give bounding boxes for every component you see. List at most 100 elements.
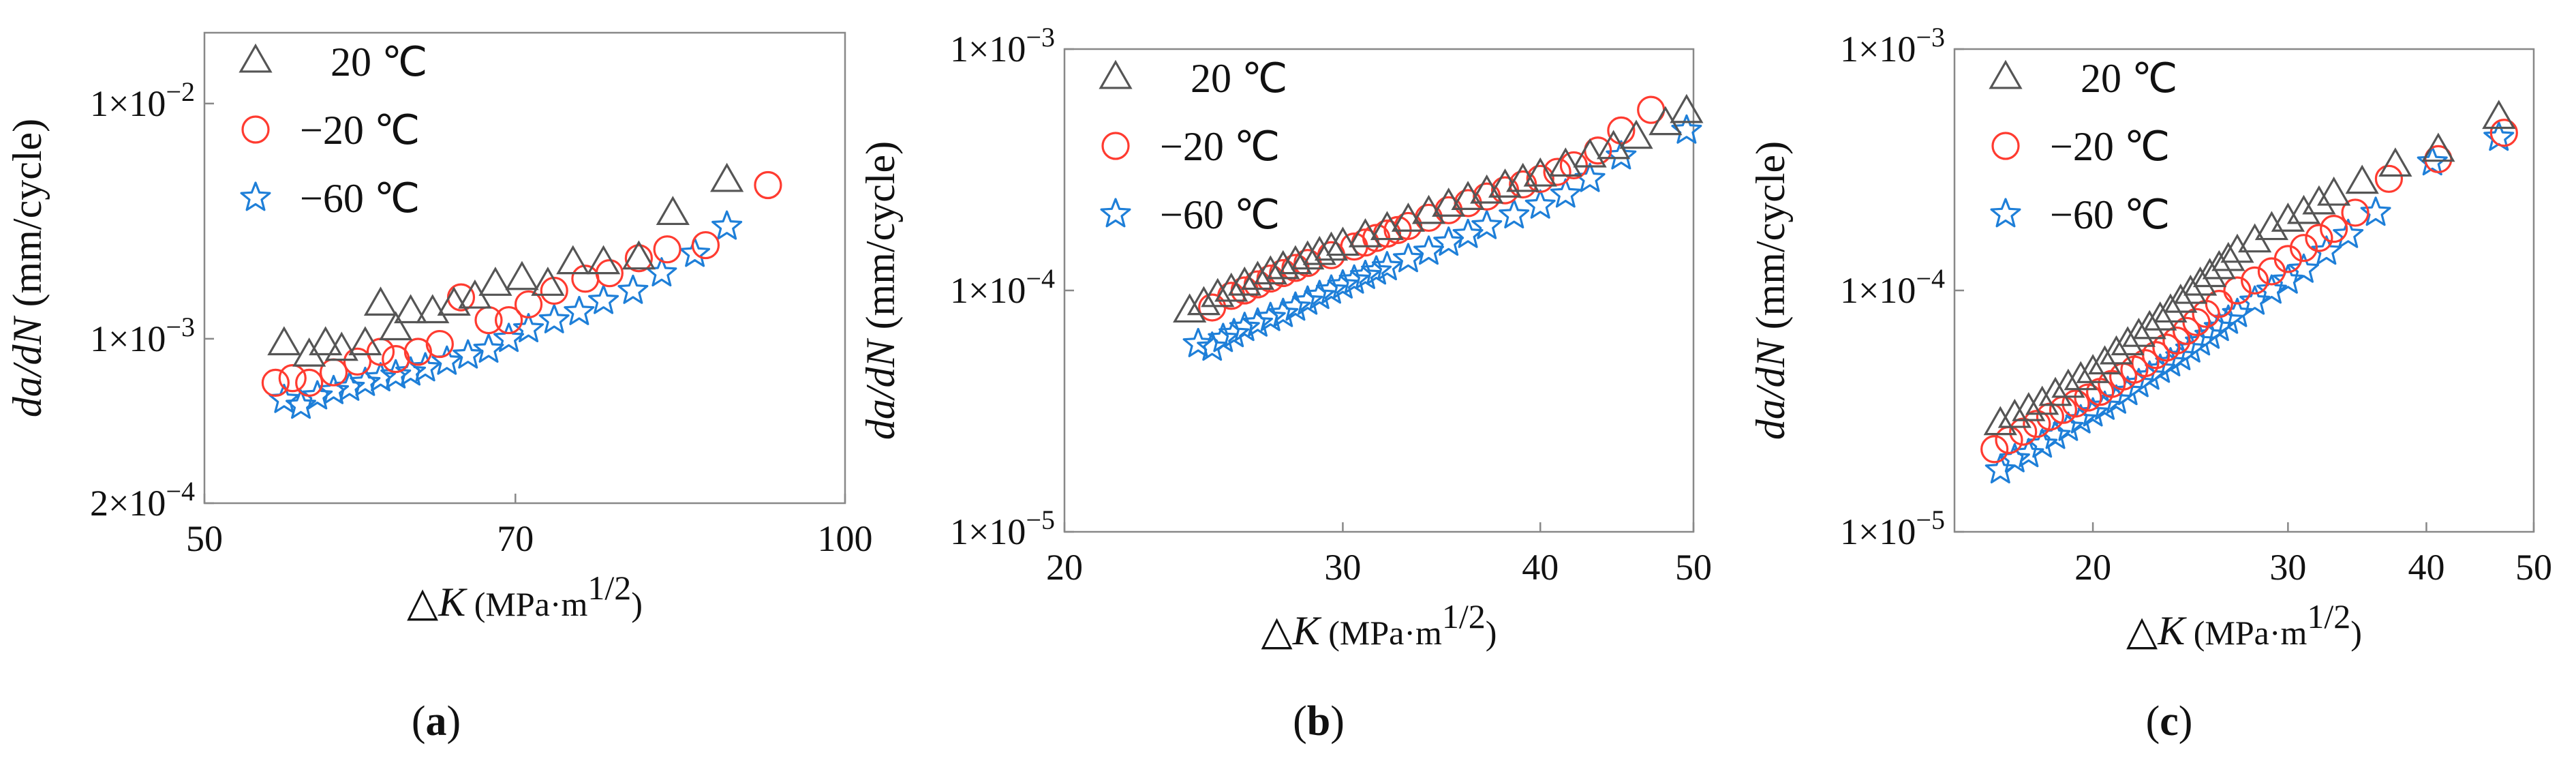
data-point [1983, 406, 2017, 436]
data-point [494, 305, 523, 335]
chart-panel-c: 20 30 40 50 1×10−5 1×10−4 1×10−3 △K (MPa·m1/2) d… [1748, 22, 2552, 653]
data-point [2172, 316, 2201, 345]
data-point [2223, 276, 2252, 305]
series-minus20C [261, 170, 782, 397]
data-point [2164, 283, 2198, 313]
data-point [1229, 312, 1260, 342]
data-point [2272, 264, 2303, 294]
data-point [2374, 164, 2404, 193]
data-point [382, 344, 410, 374]
data-point [2053, 411, 2084, 441]
data-point [2027, 428, 2058, 458]
data-point [453, 339, 484, 369]
data-point [2134, 360, 2165, 390]
data-point [556, 245, 590, 275]
y-tick-label: 1×10−2 [90, 76, 195, 124]
x-axis-label: △K (MPa·m1/2) [1261, 597, 1497, 653]
data-point [1292, 285, 1323, 315]
data-point [2305, 224, 2333, 252]
data-point [1327, 269, 1359, 299]
data-point [437, 286, 471, 316]
data-point [2111, 326, 2145, 356]
data-point [1173, 293, 1207, 323]
data-point [2220, 233, 2254, 263]
data-point [2121, 318, 2156, 347]
data-point [2271, 202, 2305, 232]
data-point [679, 237, 711, 267]
legend-label: −60 ℃ [300, 176, 420, 221]
data-point [1980, 435, 2009, 464]
data-point [1255, 301, 1286, 331]
data-point [1242, 307, 1274, 337]
data-point [292, 337, 326, 367]
legend-label: 20 ℃ [2081, 56, 2177, 101]
data-point [1218, 318, 1250, 348]
legend-label: −60 ℃ [2050, 192, 2170, 237]
data-point [1315, 274, 1347, 304]
x-tick-label: 20 [2074, 547, 2111, 588]
data-point [1997, 398, 2031, 428]
data-point [1471, 209, 1503, 239]
series-20C [1983, 100, 2516, 436]
data-point [1304, 280, 1335, 310]
chart-panel-a: 50 70 100 2×10−4 1×10−3 1×10−2 △K (MPa·m1/2) da… [5, 31, 873, 625]
data-point [505, 260, 539, 290]
x-tick-label: 100 [818, 518, 873, 559]
data-point [1348, 218, 1383, 247]
data-point [1201, 278, 1235, 308]
data-point [1392, 243, 1424, 273]
data-point [514, 290, 543, 319]
data-point [2025, 385, 2059, 415]
legend-label: −20 ℃ [300, 108, 420, 153]
data-point [2211, 241, 2245, 271]
data-point [1197, 331, 1228, 361]
data-point [2360, 196, 2391, 226]
x-tick-label: 30 [1324, 547, 1361, 588]
data-point [493, 322, 525, 352]
series-20C [267, 162, 744, 367]
data-point [2302, 185, 2336, 215]
data-point [710, 162, 744, 192]
data-point [2012, 391, 2046, 421]
data-point [1526, 164, 1554, 193]
data-point [711, 210, 743, 240]
data-point [1214, 272, 1248, 302]
data-point [1291, 240, 1325, 270]
legend-marker [1990, 198, 2021, 228]
y-tick-label: 2×10−4 [90, 476, 195, 524]
panel-label-b: (b) [1293, 698, 1345, 745]
data-point [1349, 259, 1381, 289]
data-point [2162, 326, 2191, 355]
x-tick-label: 50 [186, 518, 223, 559]
data-point [564, 295, 595, 325]
data-point [1499, 199, 1530, 228]
data-point [2417, 146, 2448, 176]
data-point [2099, 335, 2134, 365]
data-point [624, 244, 653, 273]
data-point [586, 245, 621, 275]
data-point [278, 364, 307, 393]
data-point [1543, 158, 1571, 186]
legend-label: 20 ℃ [331, 40, 427, 85]
y-axis-label: da/dN (mm/cycle) [5, 119, 50, 417]
data-point [403, 338, 433, 366]
legend-marker [240, 181, 271, 211]
data-point [2254, 211, 2289, 241]
data-point [302, 380, 333, 410]
data-point [380, 359, 412, 389]
data-point [622, 240, 656, 270]
data-point [1370, 211, 1405, 241]
data-point [1208, 322, 1239, 352]
data-point [1670, 93, 1704, 123]
data-point [1266, 250, 1300, 280]
data-point [379, 311, 413, 341]
data-point [2286, 194, 2321, 224]
data-point [2378, 147, 2412, 177]
x-tick-label: 20 [1046, 547, 1083, 588]
data-point [2345, 164, 2379, 194]
data-point [2421, 132, 2455, 162]
data-point [1413, 235, 1444, 265]
data-point [1523, 157, 1557, 187]
data-point [2145, 353, 2176, 383]
data-point [416, 294, 450, 324]
